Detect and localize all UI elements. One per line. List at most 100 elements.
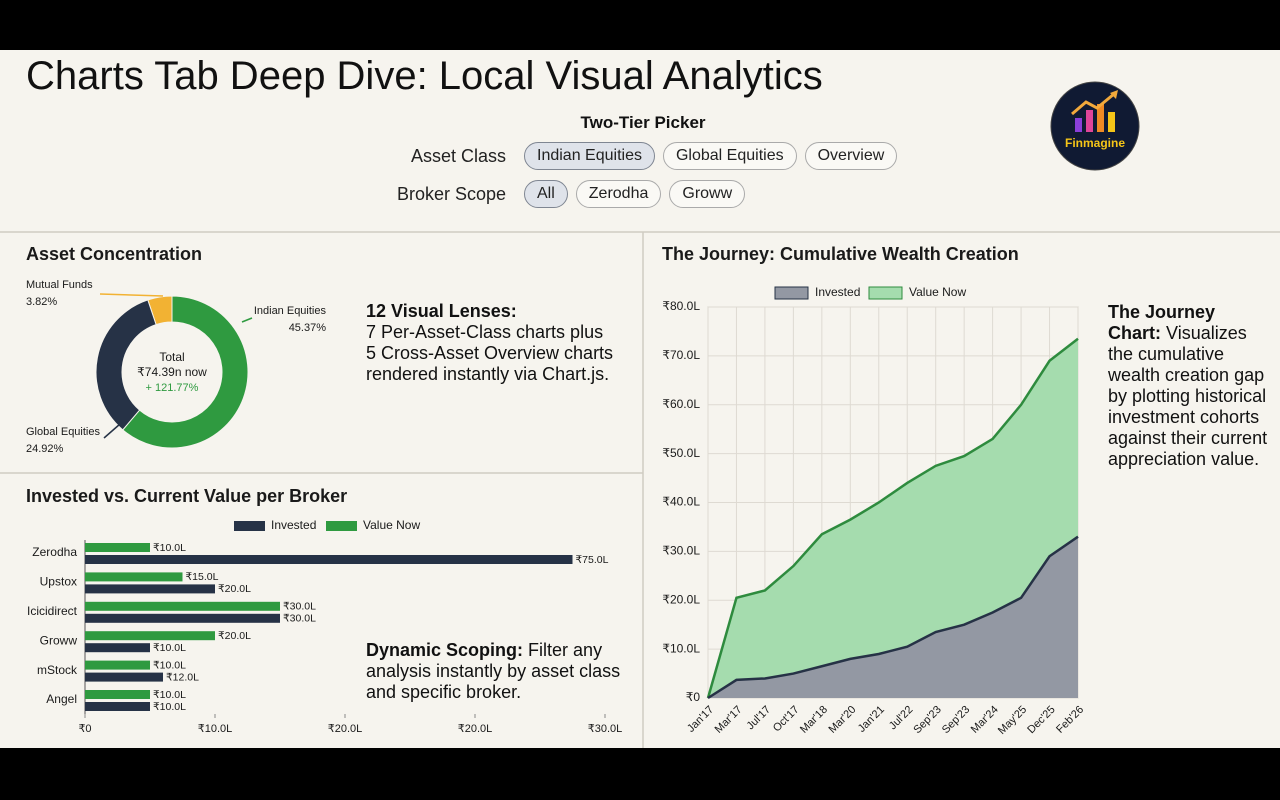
y-tick-label: ₹10.0L [662,641,700,655]
y-tick-label: ₹30.0L [662,544,700,558]
bar [85,555,573,564]
bar-value-label: ₹20.0L [218,583,251,595]
y-tick-label: Groww [40,633,78,647]
bar-value-label: ₹75.0L [576,554,609,566]
series-line [706,337,1079,699]
slice-label: Global Equities [26,426,100,438]
callout-heading: Dynamic Scoping: [366,640,524,660]
slice-label: Indian Equities [254,305,327,317]
center-change: + 121.77% [146,382,199,394]
y-tick-label: ₹50.0L [662,446,700,460]
bar-value-label: ₹20.0L [218,630,251,642]
legend-swatch [868,286,903,300]
center-label: Total [159,350,184,364]
y-tick-label: ₹70.0L [662,348,700,362]
x-tick-label: Jul'17 [745,704,774,733]
legend-label: Invested [271,518,316,532]
x-tick-label: Jan'21 [856,704,887,735]
callout: The Journey Chart: Visualizes the cumula… [1108,302,1268,470]
x-tick-label: Mar'18 [798,704,830,736]
chart-title: The Journey: Cumulative Wealth Creation [662,244,1019,264]
x-tick-label: ₹10.0L [198,723,233,735]
logo: Finmagine [1050,81,1140,171]
logo-text: Finmagine [1065,136,1125,150]
pill-button[interactable]: Zerodha [575,180,662,208]
callout: 12 Visual Lenses: 7 Per-Asset-Class chart… [366,301,616,385]
y-tick-label: Zerodha [32,545,77,559]
y-tick-label: ₹80.0L [662,299,700,313]
x-tick-label: May'25 [996,704,1029,737]
picker-title: Two-Tier Picker [580,113,706,132]
pill-button[interactable]: Groww [669,180,746,208]
legend-swatch [774,286,809,300]
center-value: ₹74.39n now [137,365,207,379]
bar [85,631,215,641]
x-tick-label: ₹0 [78,723,91,735]
picker-label: Asset Class [410,145,506,166]
bar [85,543,150,552]
bar [85,690,150,699]
bar [85,572,183,582]
x-tick-label: Mar'20 [826,704,858,736]
x-tick-label: ₹20.0L [328,723,363,735]
pill-button[interactable]: Indian Equities [524,142,655,170]
callout-text: Filter any analysis instantly by asset c… [366,640,621,702]
chart-title: Invested vs. Current Value per Broker [26,486,347,506]
leader-line [99,293,164,297]
y-tick-label: mStock [37,663,78,677]
y-tick-label: Upstox [40,575,77,589]
slice-value: 45.37% [289,322,327,334]
area-fill [708,338,1078,698]
callout-heading: The Journey Chart: [1108,302,1216,343]
picker-row: Asset Class Indian Equities Global Equitie… [360,141,905,171]
x-tick-label: ₹20.0L [458,723,493,735]
slice-value: 3.82% [26,296,57,308]
area-fill [708,536,1078,698]
legend-label: Value Now [909,285,966,299]
x-tick-label: Dec'25 [1025,704,1057,736]
x-tick-label: Sep'23 [940,704,972,736]
bar [85,613,280,623]
bar-value-label: ₹15.0L [186,571,219,583]
bar-value-label: ₹30.0L [283,601,316,613]
legend-swatch [234,521,265,531]
slice-value: 24.92% [26,443,64,455]
y-tick-label: ₹0 [686,690,701,704]
x-tick-label: Mar'17 [713,704,745,736]
callout: Dynamic Scoping: Filter any analysis ins… [366,640,626,703]
bar-value-label: ₹12.0L [166,671,199,683]
callout-text: Visualizes the cumulative wealth creatio… [1108,323,1268,469]
x-tick-label: Feb'26 [1054,704,1086,736]
bar-value-label: ₹10.0L [153,659,186,671]
legend-label: Value Now [363,518,420,532]
x-tick-label: ₹30.0L [588,723,623,735]
bar [85,672,163,682]
bar-value-label: ₹10.0L [153,701,186,713]
x-tick-label: Mar'24 [969,704,1001,736]
x-tick-label: Jan'17 [685,704,716,735]
picker-row: Broker Scope All Zerodha Groww [360,179,753,209]
x-tick-label: Sep'23 [911,704,943,736]
pill-button[interactable]: All [524,180,568,208]
bar-value-label: ₹10.0L [153,542,186,554]
leader-line [241,317,253,323]
y-tick-label: Angel [46,692,77,706]
page-title: Charts Tab Deep Dive: Local Visual Analy… [26,54,823,98]
bar [85,702,150,711]
y-tick-label: ₹20.0L [662,592,700,606]
bar [85,601,280,611]
y-tick-label: ₹60.0L [662,397,700,411]
callout-text: 7 Per-Asset-Class charts plus 5 Cross-As… [366,322,614,384]
x-tick-label: Oct'17 [771,704,802,735]
legend-label: Invested [815,285,860,299]
pill-button[interactable]: Global Equities [662,142,797,170]
bar-value-label: ₹10.0L [153,689,186,701]
bar-value-label: ₹10.0L [153,642,186,654]
callout-heading: 12 Visual Lenses: [366,301,517,321]
pill-button[interactable]: Overview [804,142,898,170]
y-tick-label: Icicidirect [27,604,78,618]
bar-value-label: ₹30.0L [283,613,316,625]
leader-line [103,423,121,439]
